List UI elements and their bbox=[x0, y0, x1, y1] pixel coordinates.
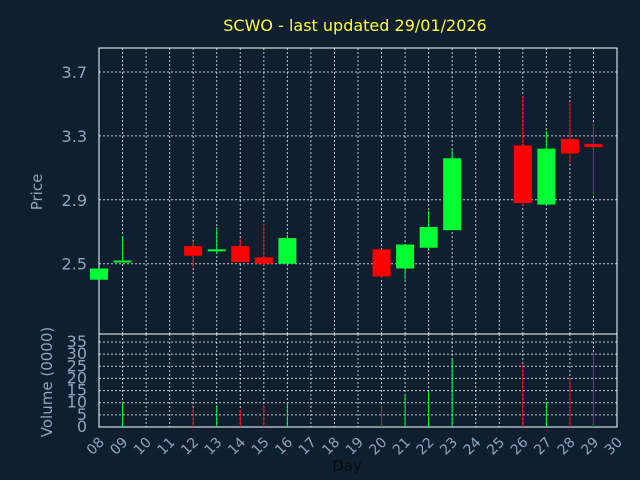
volume-tick-label: 10 bbox=[67, 393, 87, 412]
candle-body bbox=[419, 226, 438, 248]
price-panel: 2.5 2.9 3.3 3.7 bbox=[62, 47, 618, 335]
volume-tick-label: 30 bbox=[67, 344, 87, 363]
candle-body bbox=[184, 246, 203, 256]
x-tick-label: 25 bbox=[484, 435, 508, 459]
candle-body bbox=[207, 249, 226, 252]
candle-body bbox=[584, 143, 603, 148]
x-tick-label: 29 bbox=[578, 435, 602, 459]
x-tick-label: 30 bbox=[602, 435, 626, 459]
price-tick-label: 3.3 bbox=[62, 127, 87, 146]
candle-body bbox=[254, 257, 273, 264]
volume-tick-label: 15 bbox=[67, 381, 87, 400]
x-tick-label: 11 bbox=[155, 435, 179, 459]
x-tick-label: 20 bbox=[366, 435, 390, 459]
volume-tick-label: 0 bbox=[77, 417, 87, 436]
x-tick-label: 21 bbox=[390, 435, 414, 459]
candle-body bbox=[560, 139, 579, 154]
candle-body bbox=[443, 158, 462, 231]
x-tick-label: 13 bbox=[202, 435, 226, 459]
candle-body bbox=[396, 244, 415, 269]
x-axis-label: Day bbox=[332, 457, 362, 475]
x-tick-label: 16 bbox=[272, 434, 296, 458]
candle-body bbox=[513, 145, 532, 203]
x-tick-label: 17 bbox=[296, 435, 320, 459]
x-tick-label: 23 bbox=[437, 435, 461, 459]
x-tick-label: 22 bbox=[414, 435, 438, 459]
x-tick-label: 24 bbox=[461, 434, 485, 458]
x-tick-label: 09 bbox=[107, 435, 131, 459]
price-tick-label: 2.5 bbox=[62, 255, 87, 274]
volume-tick-label: 35 bbox=[67, 332, 87, 351]
candle-body bbox=[372, 249, 391, 277]
price-axis-label: Price bbox=[28, 174, 46, 211]
volume-tick-label: 5 bbox=[77, 405, 87, 424]
x-tick-label: 27 bbox=[531, 435, 555, 459]
candle-body bbox=[278, 238, 297, 264]
x-tick-label: 19 bbox=[343, 435, 367, 459]
chart-title: SCWO - last updated 29/01/2026 bbox=[223, 16, 486, 35]
candle-body bbox=[537, 148, 556, 205]
volume-tick-label: 20 bbox=[67, 368, 87, 387]
x-tick-label: 26 bbox=[508, 434, 532, 458]
candle-body bbox=[231, 246, 250, 263]
x-tick-label: 10 bbox=[131, 435, 155, 459]
x-tick-label: 12 bbox=[178, 435, 202, 459]
price-tick-label: 2.9 bbox=[62, 191, 87, 210]
volume-tick-label: 25 bbox=[67, 356, 87, 375]
x-tick-label: 08 bbox=[84, 435, 108, 459]
x-tick-label: 14 bbox=[225, 434, 249, 458]
candle-body bbox=[113, 260, 132, 263]
x-tick-label: 15 bbox=[249, 435, 273, 459]
volume-axis-label: Volume (0000) bbox=[38, 327, 56, 437]
price-tick-label: 3.7 bbox=[62, 63, 87, 82]
candle-body bbox=[90, 268, 108, 280]
x-tick-label: 28 bbox=[555, 435, 579, 459]
x-tick-label: 18 bbox=[319, 435, 343, 459]
